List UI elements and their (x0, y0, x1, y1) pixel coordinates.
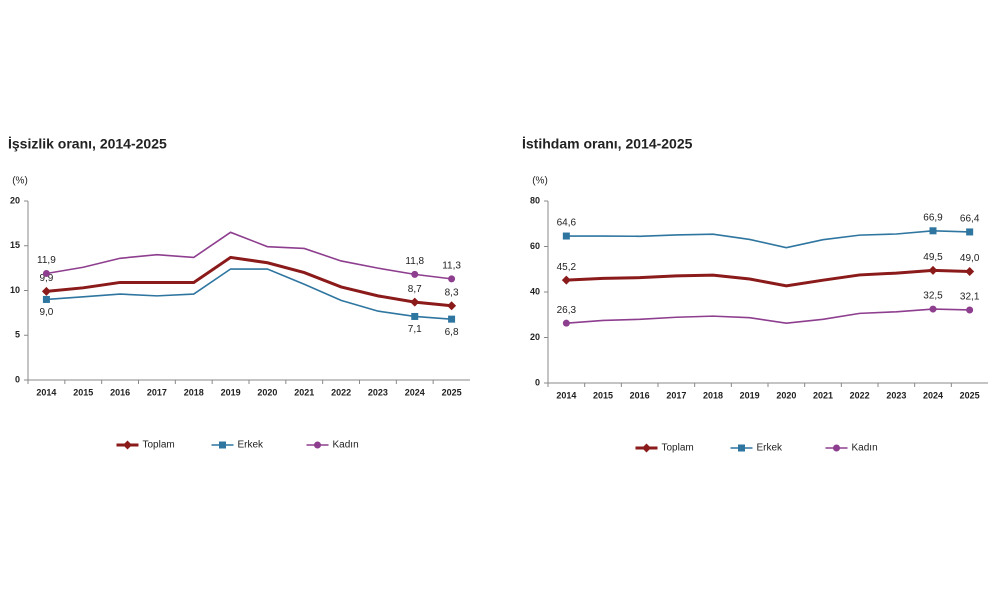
legend-label: Kadın (852, 443, 878, 454)
data-label: 49,0 (960, 253, 980, 264)
x-tick-label: 2020 (257, 387, 277, 397)
marker (411, 270, 419, 278)
x-tick-label: 2025 (442, 387, 462, 397)
chart-title: İşsizlik oranı, 2014-2025 (8, 136, 167, 152)
x-tick-label: 2024 (923, 390, 943, 400)
marker (561, 275, 571, 285)
series-line (46, 268, 452, 320)
marker (966, 228, 974, 236)
legend-label: Toplam (662, 443, 694, 454)
y-tick-label: 60 (530, 241, 540, 251)
marker (642, 443, 651, 453)
x-tick-label: 2015 (73, 387, 93, 397)
data-label: 66,9 (923, 212, 943, 223)
legend-label: Toplam (143, 440, 175, 451)
marker (929, 227, 937, 235)
marker (928, 265, 938, 275)
x-tick-label: 2017 (666, 390, 686, 400)
x-tick-label: 2019 (221, 387, 241, 397)
x-tick-label: 2016 (110, 387, 130, 397)
y-tick-label: 20 (530, 332, 540, 342)
y-tick-label: 0 (535, 377, 540, 387)
x-tick-label: 2025 (960, 390, 980, 400)
y-tick-label: 15 (10, 240, 20, 250)
chart-title: İstihdam oranı, 2014-2025 (522, 136, 693, 152)
x-tick-label: 2024 (405, 387, 425, 397)
y-tick-label: 0 (15, 374, 20, 384)
marker (562, 319, 570, 327)
x-tick-label: 2020 (776, 390, 796, 400)
y-tick-label: 5 (15, 330, 20, 340)
x-tick-label: 2014 (36, 387, 56, 397)
x-tick-label: 2019 (740, 390, 760, 400)
x-tick-label: 2022 (331, 387, 351, 397)
data-label: 32,1 (960, 292, 980, 303)
marker (562, 232, 570, 240)
data-label: 8,3 (445, 287, 459, 298)
data-label: 66,4 (960, 214, 980, 225)
marker (42, 295, 50, 303)
x-tick-label: 2014 (556, 390, 576, 400)
data-label: 64,6 (557, 218, 577, 229)
data-label: 11,8 (405, 256, 424, 267)
data-label: 11,3 (442, 261, 461, 272)
x-tick-label: 2017 (147, 387, 167, 397)
data-label: 32,5 (923, 291, 943, 302)
marker (833, 444, 840, 452)
y-axis-label: (%) (532, 176, 548, 187)
data-label: 45,2 (557, 262, 577, 273)
legend-label: Erkek (757, 443, 784, 454)
marker (738, 444, 745, 452)
y-tick-label: 10 (10, 285, 20, 295)
x-tick-label: 2016 (630, 390, 650, 400)
series-line (566, 230, 970, 249)
series-line (566, 308, 970, 324)
x-tick-label: 2018 (703, 390, 723, 400)
marker (123, 440, 132, 450)
marker (314, 441, 321, 449)
data-label: 26,3 (557, 305, 577, 316)
y-tick-label: 20 (10, 195, 20, 205)
data-label: 7,1 (408, 324, 422, 335)
data-label: 9,9 (39, 273, 53, 284)
series-line (46, 255, 452, 308)
y-axis-label: (%) (12, 176, 28, 187)
series-line (566, 268, 970, 288)
marker (219, 441, 226, 449)
data-label: 8,7 (408, 284, 422, 295)
x-tick-label: 2018 (184, 387, 204, 397)
x-tick-label: 2015 (593, 390, 613, 400)
x-tick-label: 2021 (813, 390, 833, 400)
data-label: 49,5 (923, 252, 943, 263)
marker (42, 269, 50, 277)
x-tick-label: 2022 (850, 390, 870, 400)
series-line (46, 231, 452, 280)
x-tick-label: 2023 (886, 390, 906, 400)
data-label: 11,9 (37, 255, 56, 266)
x-tick-label: 2023 (368, 387, 388, 397)
marker (929, 305, 937, 313)
marker (965, 267, 975, 277)
legend-label: Erkek (238, 440, 265, 451)
x-tick-label: 2021 (294, 387, 314, 397)
legend-label: Kadın (333, 440, 359, 451)
marker (411, 312, 419, 320)
marker (41, 286, 51, 296)
data-label: 9,0 (39, 307, 53, 318)
marker (447, 301, 457, 311)
marker (966, 306, 974, 314)
y-tick-label: 80 (530, 195, 540, 205)
marker (448, 315, 456, 323)
marker (410, 297, 420, 307)
y-tick-label: 40 (530, 286, 540, 296)
data-label: 6,8 (445, 327, 459, 338)
marker (448, 275, 456, 283)
